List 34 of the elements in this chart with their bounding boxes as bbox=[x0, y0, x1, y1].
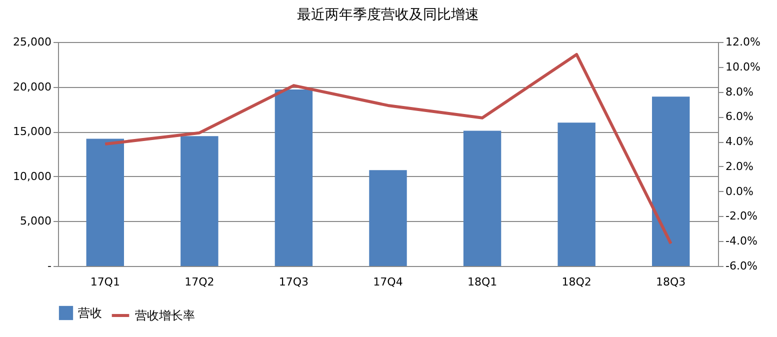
legend-label: 营收 bbox=[78, 306, 102, 320]
bar bbox=[558, 122, 596, 266]
x-tick-label: 17Q4 bbox=[373, 276, 403, 288]
y2-tick-label: -6.0% bbox=[726, 260, 758, 272]
bar bbox=[86, 138, 124, 266]
y-tick-label: 15,000 bbox=[13, 125, 52, 138]
chart-title: 最近两年季度营收及同比增速 bbox=[297, 7, 479, 23]
y2-tick-label: 10.0% bbox=[726, 60, 760, 74]
y2-tick-label: 0.0% bbox=[726, 184, 754, 198]
legend-label: 营收增长率 bbox=[135, 308, 195, 322]
y-tick-label: 10,000 bbox=[13, 170, 52, 183]
bar bbox=[274, 89, 313, 266]
y-tick-label: 25,000 bbox=[13, 36, 52, 48]
y-tick-label: 20,000 bbox=[13, 80, 52, 94]
x-tick-label: 18Q2 bbox=[562, 276, 592, 288]
bar bbox=[463, 130, 502, 266]
line-series bbox=[104, 52, 672, 246]
bar bbox=[652, 96, 690, 266]
y2-tick-label: 4.0% bbox=[726, 135, 754, 148]
y-tick-label: 5,000 bbox=[20, 214, 52, 228]
x-tick-label: 17Q1 bbox=[90, 276, 120, 288]
x-tick-label: 18Q3 bbox=[656, 276, 686, 288]
y2-tick-label: -4.0% bbox=[726, 234, 758, 248]
y2-tick-label: 8.0% bbox=[726, 85, 754, 98]
x-tick-label: 17Q2 bbox=[184, 276, 214, 288]
x-tick-label: 17Q3 bbox=[278, 276, 309, 288]
y2-tick-label: 12.0% bbox=[726, 36, 760, 48]
bar bbox=[180, 136, 218, 266]
y2-tick-label: 6.0% bbox=[726, 110, 754, 124]
y-tick-label: - bbox=[48, 260, 52, 272]
bar bbox=[369, 170, 407, 266]
y2-tick-label: -2.0% bbox=[726, 210, 758, 223]
x-tick-label: 18Q1 bbox=[467, 276, 498, 288]
y2-tick-label: 2.0% bbox=[726, 160, 754, 173]
